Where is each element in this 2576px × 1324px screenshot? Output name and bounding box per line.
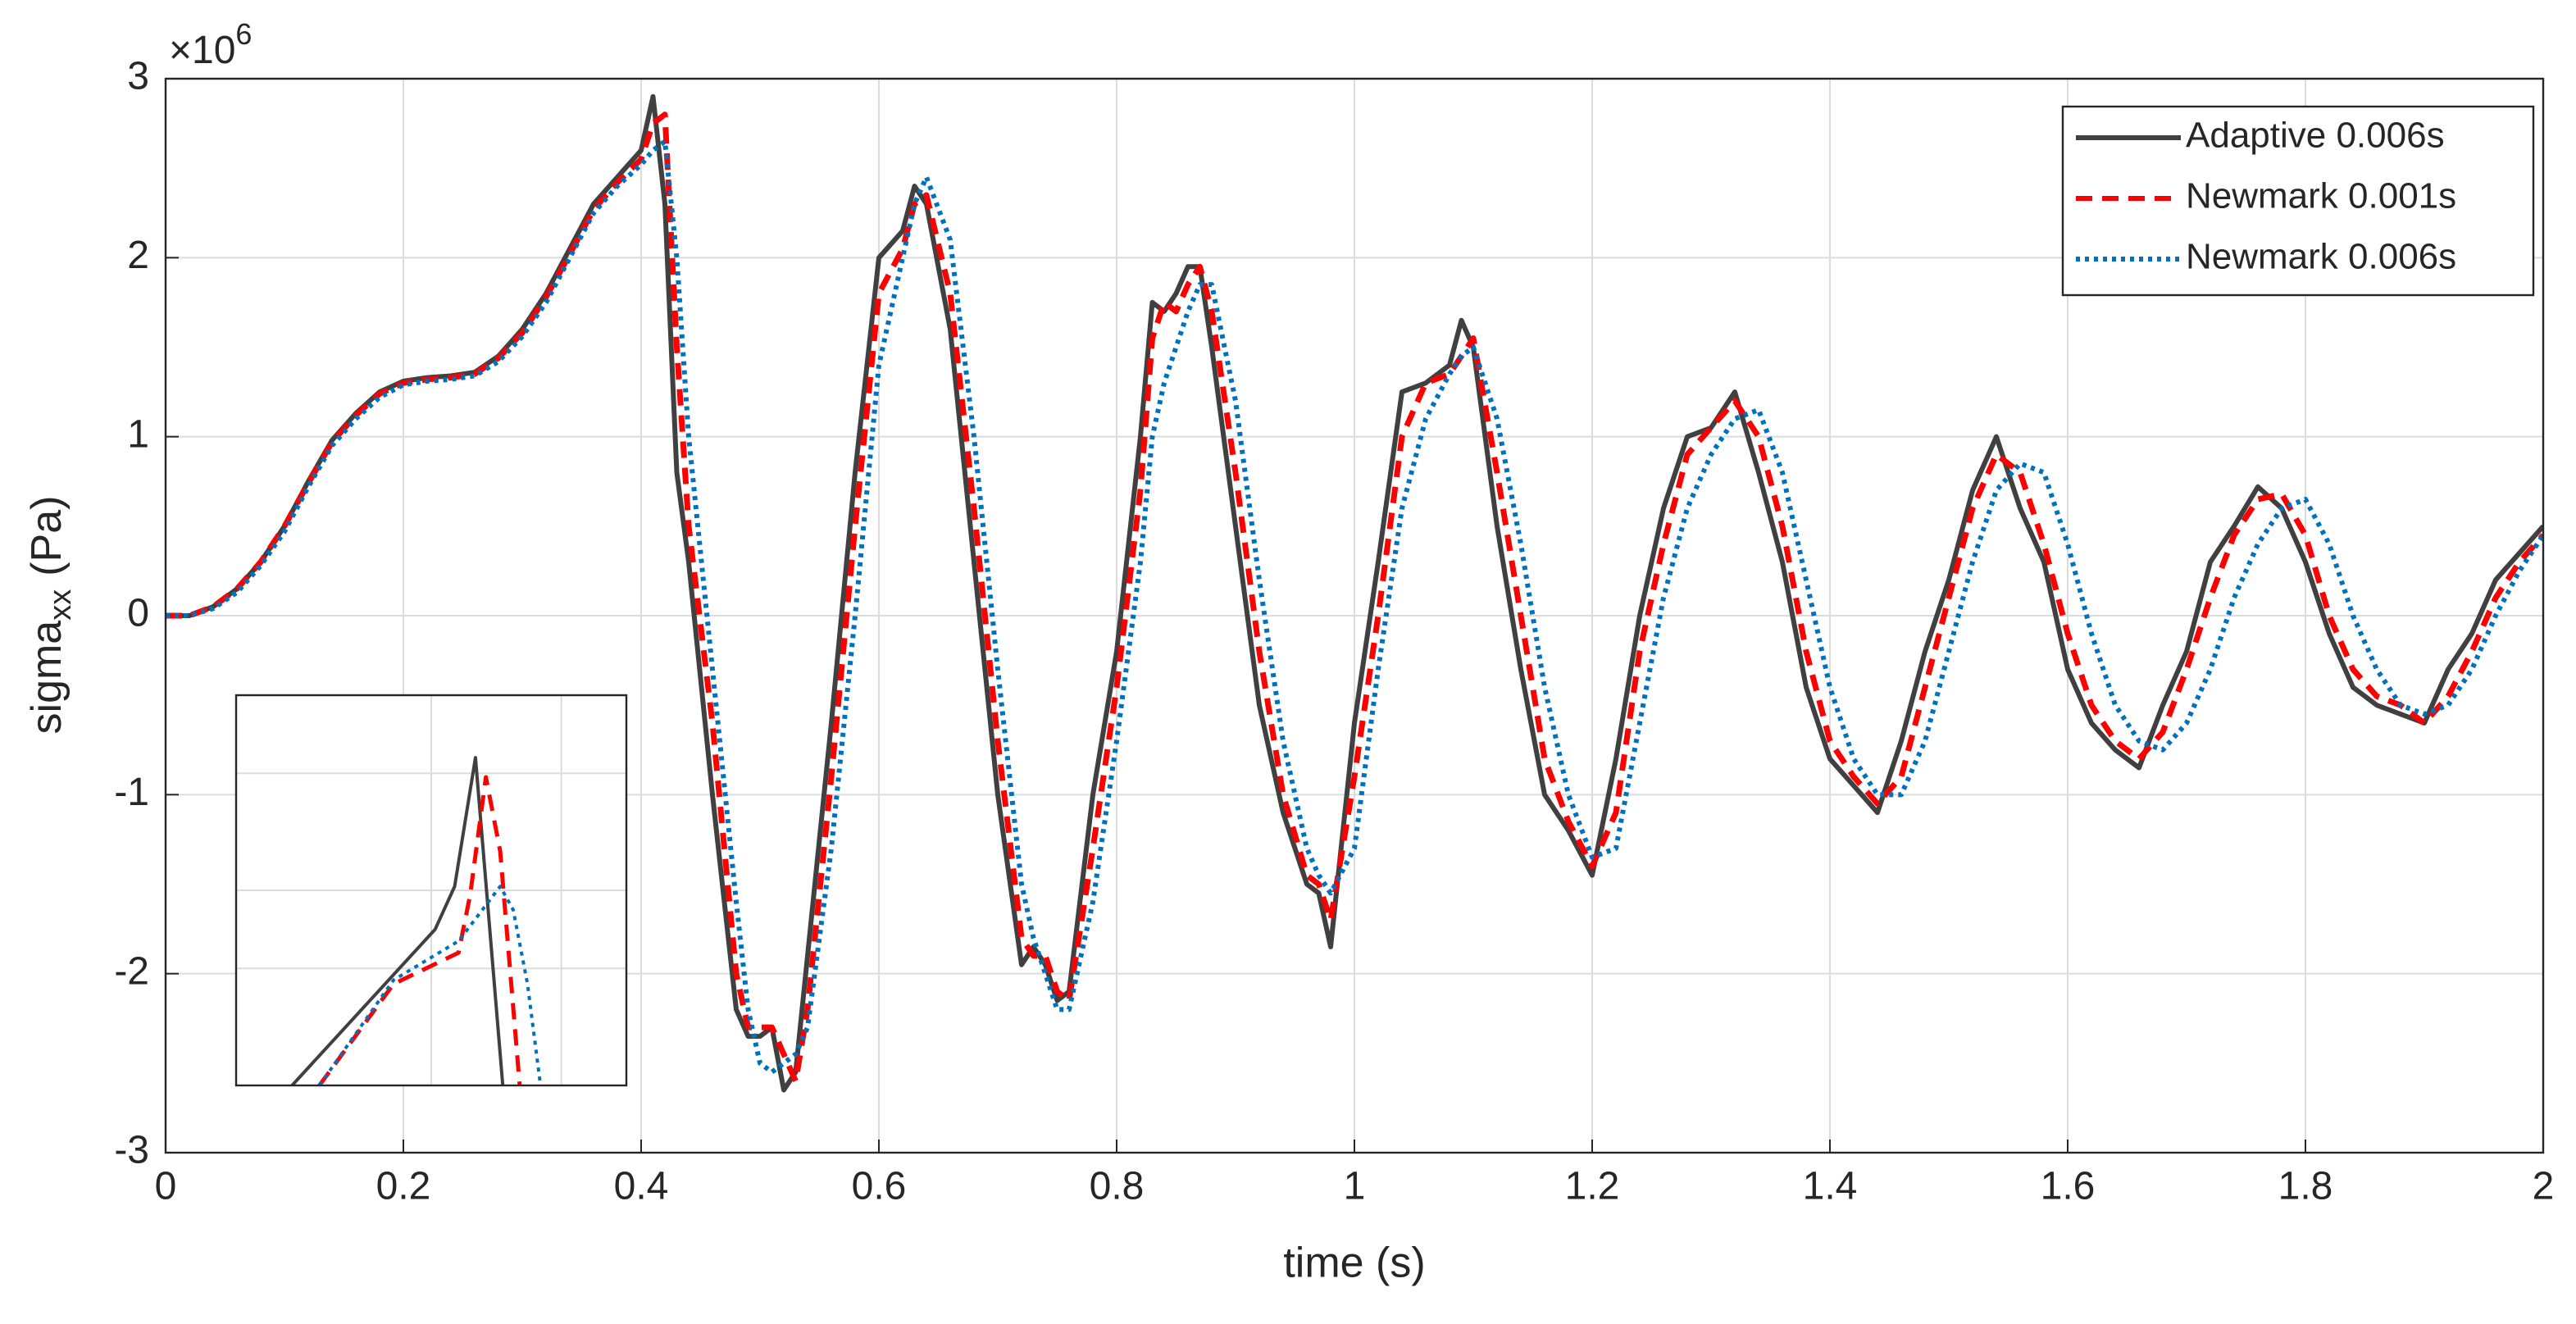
y-label-unit: (Pa) xyxy=(23,496,71,576)
x-tick-label: 0.2 xyxy=(376,1165,431,1208)
x-tick-label: 2 xyxy=(2533,1165,2555,1208)
x-tick-label: 1.8 xyxy=(2278,1165,2333,1208)
series-line xyxy=(166,111,2543,1085)
legend-label: Newmark 0.001s xyxy=(2186,176,2456,216)
x-tick-label: 1 xyxy=(1344,1165,1366,1208)
x-tick-label: 1.2 xyxy=(1565,1165,1620,1208)
x-tick-label: 0.4 xyxy=(614,1165,669,1208)
y-tick-label: 0 xyxy=(127,592,149,635)
y-tick-label: 3 xyxy=(127,55,149,98)
y-tick-label: 1 xyxy=(127,412,149,456)
series-line xyxy=(317,775,522,1085)
axes-box xyxy=(234,694,628,1087)
y-exponent-base: ×10 xyxy=(169,29,235,72)
x-tick-label: 1.4 xyxy=(1803,1165,1858,1208)
x-axis-label: time (s) xyxy=(1283,1240,1425,1287)
y-exponent-power: 6 xyxy=(235,17,252,51)
plot-lines xyxy=(290,756,543,1085)
x-tick-label: 0 xyxy=(155,1165,177,1208)
axes-box xyxy=(164,77,2545,1154)
series-line xyxy=(166,93,2543,1093)
y-label-subscript: xx xyxy=(43,589,78,621)
series-line xyxy=(290,756,505,1085)
y-label-main: sigma xyxy=(23,621,71,735)
x-tick-label: 0.6 xyxy=(852,1165,907,1208)
y-axis-label: sigmaxx (Pa) xyxy=(23,496,78,735)
y-tick-label: -1 xyxy=(114,771,149,814)
y-exponent: ×106 xyxy=(169,17,252,72)
x-tick-label: 1.6 xyxy=(2041,1165,2096,1208)
plot-lines xyxy=(166,93,2543,1093)
x-tick-label: 0.8 xyxy=(1090,1165,1145,1208)
y-tick-label: -2 xyxy=(114,949,149,993)
legend-label: Newmark 0.006s xyxy=(2186,237,2456,277)
y-tick-label: 2 xyxy=(127,234,149,277)
legend-label: Adaptive 0.006s xyxy=(2186,116,2445,156)
y-tick-label: -3 xyxy=(114,1129,149,1172)
series-line xyxy=(317,885,543,1085)
